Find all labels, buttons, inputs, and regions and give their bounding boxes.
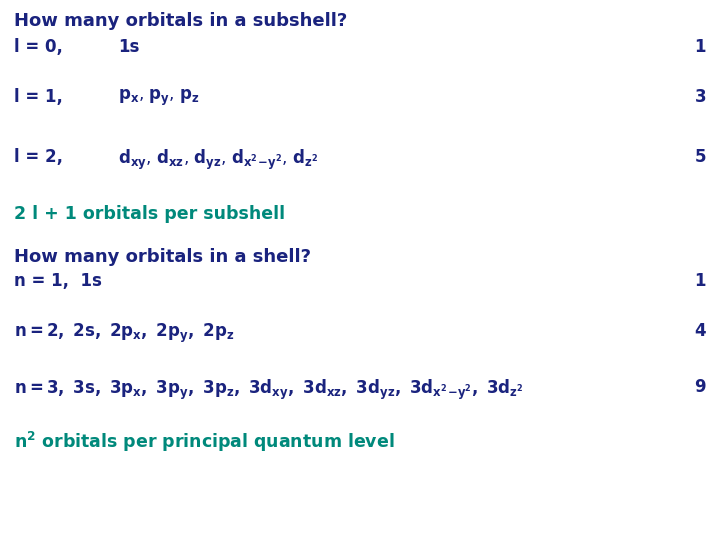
Text: 1: 1: [695, 38, 706, 56]
Text: l = 1,: l = 1,: [14, 88, 63, 106]
Text: $\mathbf{n = 2, \ 2s, \ 2p_x, \ 2p_y, \ 2p_z}$: $\mathbf{n = 2, \ 2s, \ 2p_x, \ 2p_y, \ …: [14, 322, 234, 345]
Text: $\mathbf{p_x}$, $\mathbf{p_y}$, $\mathbf{p_z}$: $\mathbf{p_x}$, $\mathbf{p_y}$, $\mathbf…: [118, 88, 199, 108]
Text: 9: 9: [694, 378, 706, 396]
Text: $\mathbf{n = 3, \ 3s, \ 3p_x, \ 3p_y, \ 3p_z, \ 3d_{xy}, \ 3d_{xz}, \ 3d_{yz}, \: $\mathbf{n = 3, \ 3s, \ 3p_x, \ 3p_y, \ …: [14, 378, 523, 402]
Text: 4: 4: [694, 322, 706, 340]
Text: How many orbitals in a shell?: How many orbitals in a shell?: [14, 248, 311, 266]
Text: n = 1,  1s: n = 1, 1s: [14, 272, 102, 290]
Text: 1s: 1s: [118, 38, 140, 56]
Text: 3: 3: [694, 88, 706, 106]
Text: $\mathbf{d_{xy}}$, $\mathbf{d_{xz}}$, $\mathbf{d_{yz}}$, $\mathbf{d_{x^2\!-\!y^2: $\mathbf{d_{xy}}$, $\mathbf{d_{xz}}$, $\…: [118, 148, 318, 172]
Text: How many orbitals in a subshell?: How many orbitals in a subshell?: [14, 12, 347, 30]
Text: 5: 5: [695, 148, 706, 166]
Text: 2 l + 1 orbitals per subshell: 2 l + 1 orbitals per subshell: [14, 205, 285, 223]
Text: $\mathbf{n^2}$ orbitals per principal quantum level: $\mathbf{n^2}$ orbitals per principal qu…: [14, 430, 395, 454]
Text: l = 2,: l = 2,: [14, 148, 63, 166]
Text: 1: 1: [695, 272, 706, 290]
Text: l = 0,: l = 0,: [14, 38, 63, 56]
